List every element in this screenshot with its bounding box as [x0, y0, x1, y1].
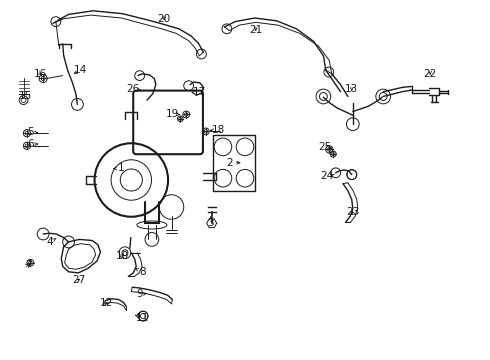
Text: 8: 8	[139, 267, 146, 277]
Text: 3: 3	[207, 218, 214, 228]
Text: 20: 20	[158, 14, 171, 24]
Text: 19: 19	[166, 109, 179, 120]
Text: 6: 6	[27, 139, 34, 149]
Text: 24: 24	[320, 171, 334, 181]
Text: 14: 14	[74, 65, 88, 75]
Text: 16: 16	[33, 69, 47, 79]
Text: 12: 12	[100, 298, 114, 308]
Text: 10: 10	[116, 251, 129, 261]
Text: 9: 9	[136, 289, 143, 300]
Text: 5: 5	[27, 127, 34, 138]
Text: 25: 25	[318, 142, 331, 152]
Text: 11: 11	[135, 312, 149, 323]
Text: 26: 26	[126, 84, 140, 94]
Text: 27: 27	[72, 275, 85, 285]
Text: 21: 21	[249, 24, 263, 35]
Text: 22: 22	[423, 69, 437, 79]
Text: 17: 17	[193, 87, 207, 97]
Text: 4: 4	[47, 237, 53, 247]
Text: 15: 15	[19, 91, 32, 102]
Text: 2: 2	[226, 158, 233, 168]
Text: 1: 1	[118, 163, 125, 174]
Text: 23: 23	[346, 207, 360, 217]
Text: 18: 18	[211, 125, 225, 135]
Text: 7: 7	[25, 260, 32, 270]
Text: 13: 13	[345, 84, 359, 94]
